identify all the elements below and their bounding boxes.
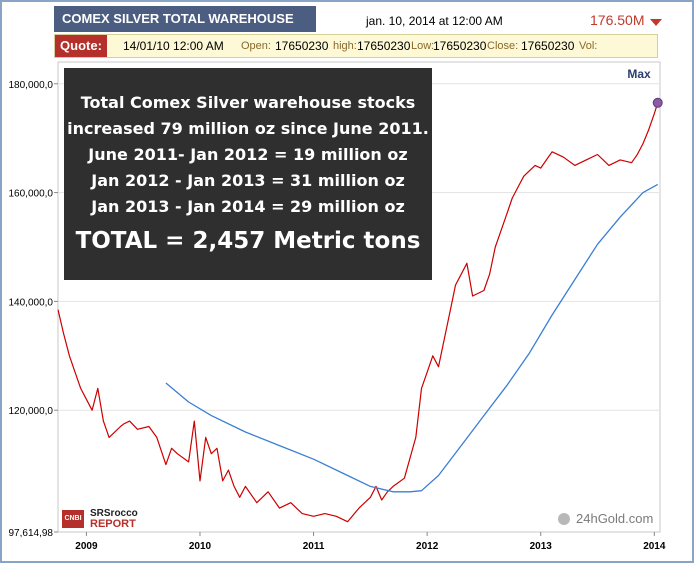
chart-series	[57, 97, 663, 523]
y-tick-label: 180,000,0	[9, 80, 54, 91]
quote-bar: Quote: 14/01/10 12:00 AM Open: 17650230 …	[54, 34, 658, 58]
annotation-line-3: June 2011- Jan 2012 = 19 million oz	[88, 145, 408, 164]
y-tick-label: 97,614,98	[9, 528, 54, 539]
annotation-box: Total Comex Silver warehouse stocks incr…	[64, 68, 432, 280]
logo-text-top: SRSrocco	[90, 508, 138, 519]
chart-tick-labels: 97,614,98 120,000,0 140,000,0 160,000,0 180,…	[9, 80, 666, 552]
annotation-line-2: increased 79 million oz since June 2011.	[67, 119, 429, 138]
y-tick-label: 160,000,0	[9, 189, 54, 200]
quote-label: Quote:	[55, 35, 107, 57]
moving-average-line	[165, 183, 659, 493]
max-marker-point	[652, 97, 663, 108]
watermark-icon	[558, 513, 570, 525]
quote-high-label: high:	[333, 40, 357, 52]
price-series-line	[57, 102, 659, 523]
quote-high-value: 17650230	[357, 39, 411, 53]
quote-open-value: 17650230	[275, 39, 329, 53]
x-tick-label: 2009	[75, 541, 98, 552]
annotation-total: TOTAL = 2,457 Metric tons	[75, 228, 421, 254]
logo-text-bottom: REPORT	[90, 518, 136, 530]
quote-datetime: 14/01/10 12:00 AM	[123, 39, 224, 53]
quote-open-label: Open:	[241, 40, 271, 52]
x-tick-label: 2014	[643, 541, 666, 552]
srsrocco-logo: CNBI SRSrocco REPORT	[62, 508, 174, 530]
quote-vol-label: Vol:	[579, 40, 598, 52]
y-tick-label: 140,000,0	[9, 297, 54, 308]
header-price: 176.50M	[590, 12, 645, 28]
y-tick-label: 120,000,0	[9, 406, 54, 417]
annotation-line-1: Total Comex Silver warehouse stocks	[80, 93, 416, 112]
quote-low-value: 17650230	[433, 39, 487, 53]
chart-title: COMEX SILVER TOTAL WAREHOUSE	[54, 6, 316, 32]
x-tick-label: 2010	[189, 541, 212, 552]
quote-close-label: Close:	[487, 40, 519, 52]
annotation-line-5: Jan 2013 - Jan 2014 = 29 million oz	[91, 197, 405, 216]
quote-low-label: Low:	[411, 40, 435, 52]
plot-area-border	[57, 61, 661, 533]
watermark: 24hGold.com	[576, 511, 654, 526]
x-tick-label: 2011	[303, 541, 325, 552]
x-tick-label: 2012	[416, 541, 439, 552]
header-date: jan. 10, 2014 at 12:00 AM	[366, 14, 503, 28]
annotation-line-4: Jan 2012 - Jan 2013 = 31 million oz	[91, 171, 405, 190]
logo-mark-icon: CNBI	[62, 510, 84, 528]
x-tick-label: 2013	[530, 541, 553, 552]
quote-close-value: 17650230	[521, 39, 575, 53]
price-down-arrow-icon	[650, 19, 662, 26]
max-annotation: Max	[627, 67, 651, 81]
